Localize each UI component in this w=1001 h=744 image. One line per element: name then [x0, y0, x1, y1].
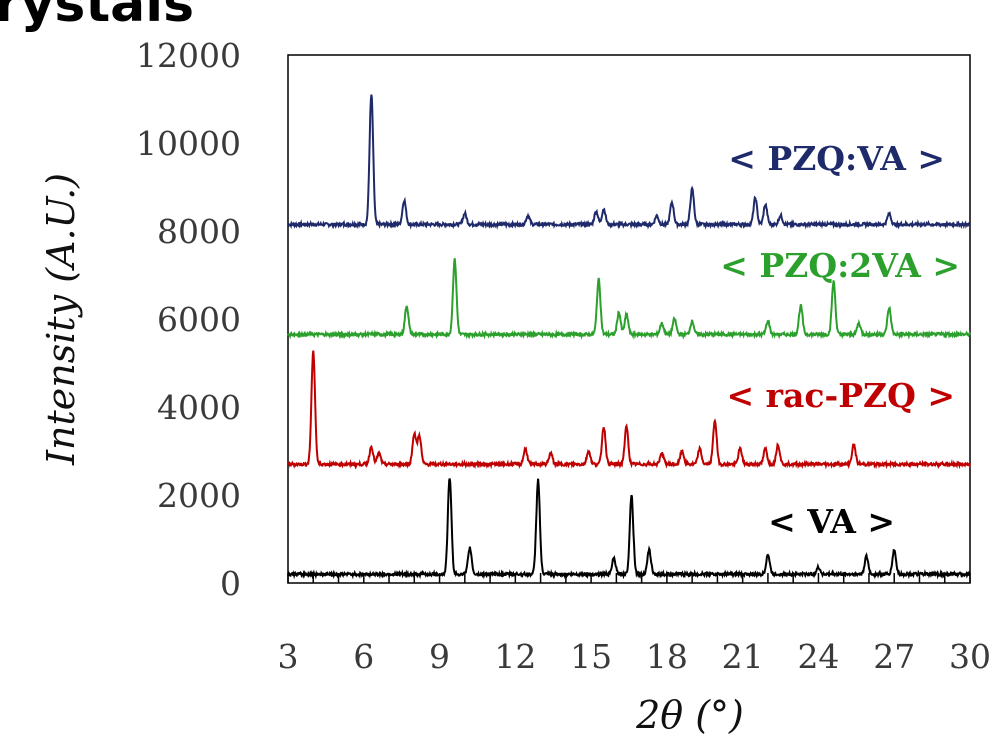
x-tick-label: 18 — [646, 637, 688, 676]
y-tick-label: 2000 — [157, 476, 241, 515]
x-tick-label: 6 — [353, 637, 374, 676]
plot-area-frame — [287, 54, 971, 584]
y-tick-label: 8000 — [157, 212, 241, 251]
series-label-4: < VA > — [768, 502, 895, 541]
y-tick-label: 4000 — [157, 388, 241, 427]
x-tick-label: 24 — [797, 637, 839, 676]
x-axis-label: 2θ (°) — [635, 693, 744, 737]
y-tick-label: 0 — [220, 564, 241, 603]
series-label-1: < PZQ:VA > — [728, 139, 945, 178]
x-tick-label: 21 — [722, 637, 764, 676]
series-trace-4 — [287, 478, 971, 580]
y-tick-label: 12000 — [136, 36, 241, 75]
title-fragment: crystals — [0, 0, 195, 34]
series-trace-3 — [287, 350, 971, 470]
y-axis-label: Intensity (A.U.) — [39, 173, 83, 466]
x-tick-label: 15 — [570, 637, 612, 676]
series-trace-1 — [287, 94, 971, 230]
x-tick-label: 30 — [949, 637, 991, 676]
x-tick-label: 9 — [429, 637, 450, 676]
series-trace-2 — [287, 258, 971, 340]
series-label-3: < rac-PZQ > — [727, 376, 956, 415]
y-tick-label: 6000 — [157, 300, 241, 339]
x-tick-label: 27 — [873, 637, 915, 676]
series-label-2: < PZQ:2VA > — [720, 246, 960, 285]
x-tick-label: 3 — [278, 637, 299, 676]
x-tick-label: 12 — [494, 637, 536, 676]
y-tick-label: 10000 — [136, 124, 241, 163]
